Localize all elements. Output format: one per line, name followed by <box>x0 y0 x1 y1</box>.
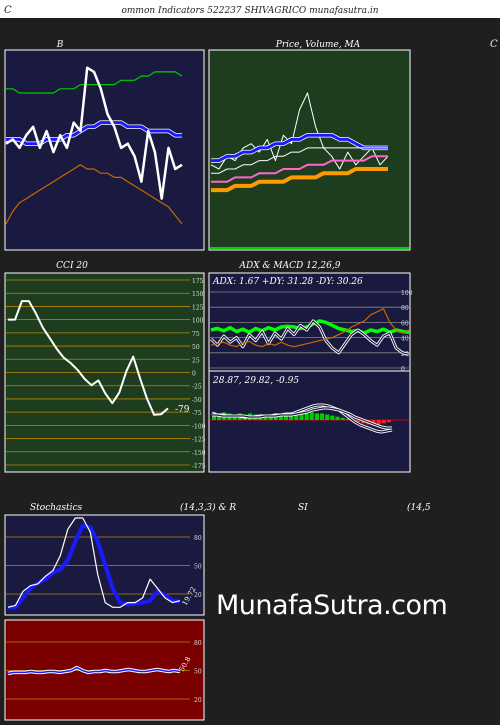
macd-histogram-bar <box>376 420 381 425</box>
macd-histogram-bar <box>278 414 283 420</box>
price-title: Price, Volume, MA <box>275 40 361 50</box>
bollinger-middle-line <box>6 121 182 146</box>
bollinger-panel: B <box>4 40 205 251</box>
macd-histogram-bar <box>268 415 273 420</box>
cci-grid: 175 150 125 100 75 50 25 0 -25 -50 -75 -100 -125 -150… <box>6 278 206 470</box>
macd-histogram-bar <box>304 413 309 420</box>
cci-tick-label: 25 <box>192 357 200 364</box>
macd-histogram-bar <box>284 413 289 420</box>
header-title: ommon Indicators 522237 SHIVAGRICO munaf… <box>121 6 378 16</box>
cci-tick-label: 150 <box>192 291 204 298</box>
macd-histogram-bar <box>386 420 391 423</box>
adx-panel: ADX & MACD 12,26,9 ADX: 1.67 +DY: 31.28 … <box>208 261 413 473</box>
macd-histogram-bar <box>299 412 304 420</box>
rsi-params: (14,5 <box>407 502 431 513</box>
cci-tick-label: -125 <box>192 437 206 444</box>
price-ma-lines <box>210 92 389 193</box>
macd-histogram-bar <box>381 420 386 424</box>
rsi-line <box>7 666 181 675</box>
watermark: MunafaSutra.com <box>216 590 448 621</box>
macd-histogram-bar <box>340 417 345 420</box>
cci-line <box>8 300 169 416</box>
macd-histogram-bar <box>320 413 325 420</box>
price-ma-blue-line <box>211 133 388 163</box>
cci-tick-label: 100 <box>192 318 204 325</box>
macd-histogram-bar <box>356 420 361 423</box>
price-ma-white-line <box>211 147 388 174</box>
macd-histogram-bar <box>345 418 350 420</box>
macd-histogram-bar <box>330 415 335 420</box>
rsi-tick-label: 80 <box>194 640 202 647</box>
cci-tick-label: -75 <box>192 410 202 417</box>
cci-title: CCI 20 <box>56 261 88 271</box>
cci-tick-label: 50 <box>192 344 200 351</box>
stochastics-tick-label: 20 <box>194 592 202 599</box>
cci-tick-label: 175 <box>192 278 204 285</box>
rsi-title: SI <box>298 503 308 513</box>
stochastics-k-line <box>7 517 181 608</box>
cci-tick-label: -100 <box>192 423 206 430</box>
adx-title: ADX & MACD 12,26,9 <box>239 261 341 271</box>
macd-histogram-bar <box>294 413 299 420</box>
macd-signal-line <box>212 407 392 429</box>
adx-minus-di-line <box>210 308 410 348</box>
macd-lines <box>211 403 393 434</box>
adx-plot-area <box>208 272 411 473</box>
bollinger-plot-area <box>4 49 205 251</box>
cci-last-label: -79 <box>175 405 190 415</box>
adx-tick-label: 100 <box>401 290 413 297</box>
adx-tick-label: 0 <box>401 366 405 373</box>
cci-lines <box>8 300 169 416</box>
rsi-tick-label: 50 <box>194 669 202 676</box>
macd-histogram-bar <box>325 414 330 420</box>
rsi-tick-label: 20 <box>194 697 202 704</box>
header-right-char: C <box>490 39 498 50</box>
cci-panel: CCI 20 175 150 125 100 75 50 25 0 -25 -50 -75 -100 -… <box>4 261 206 473</box>
stochastics-params: (14,3,3) & R <box>180 502 236 513</box>
cci-tick-label: -175 <box>192 463 206 470</box>
stochastics-tick-label: 50 <box>194 564 202 571</box>
bollinger-title: B <box>56 40 64 50</box>
adx-tick-label: 60 <box>401 320 409 327</box>
price-panel: Price, Volume, MA <box>208 40 411 251</box>
adx-readout: ADX: 1.67 +DY: 31.28 -DY: 30.26 <box>212 277 363 287</box>
macd-readout: 28.87, 29.82, -0.95 <box>212 376 299 386</box>
macd-histogram-bar <box>335 416 340 420</box>
header-left-char: C <box>4 5 12 16</box>
cci-tick-label: 0 <box>192 371 196 378</box>
cci-tick-label: -50 <box>192 397 202 404</box>
adx-tick-label: 80 <box>401 305 409 312</box>
bollinger-lines <box>5 66 183 225</box>
price-ma-pink-line <box>211 155 388 183</box>
stochastics-tick-label: 80 <box>194 535 202 542</box>
macd-histogram-bar <box>314 413 319 420</box>
bollinger-price-line <box>5 66 183 200</box>
cci-tick-label: 125 <box>192 304 204 311</box>
cci-tick-label: -150 <box>192 450 206 457</box>
cci-tick-label: -25 <box>192 384 202 391</box>
cci-tick-label: 75 <box>192 331 200 338</box>
stochastics-title: Stochastics <box>30 503 83 513</box>
stochastics-lines <box>7 517 181 610</box>
bollinger-upper-line <box>6 71 183 94</box>
adx-plus-di-line <box>210 320 410 355</box>
price-ma-orange-line <box>211 167 388 193</box>
adx-tick-label: 40 <box>401 336 409 343</box>
macd-histogram-bar <box>309 412 314 420</box>
rsi-lines <box>7 665 181 676</box>
adx-lines <box>209 308 410 356</box>
bollinger-lower-line <box>5 164 183 225</box>
